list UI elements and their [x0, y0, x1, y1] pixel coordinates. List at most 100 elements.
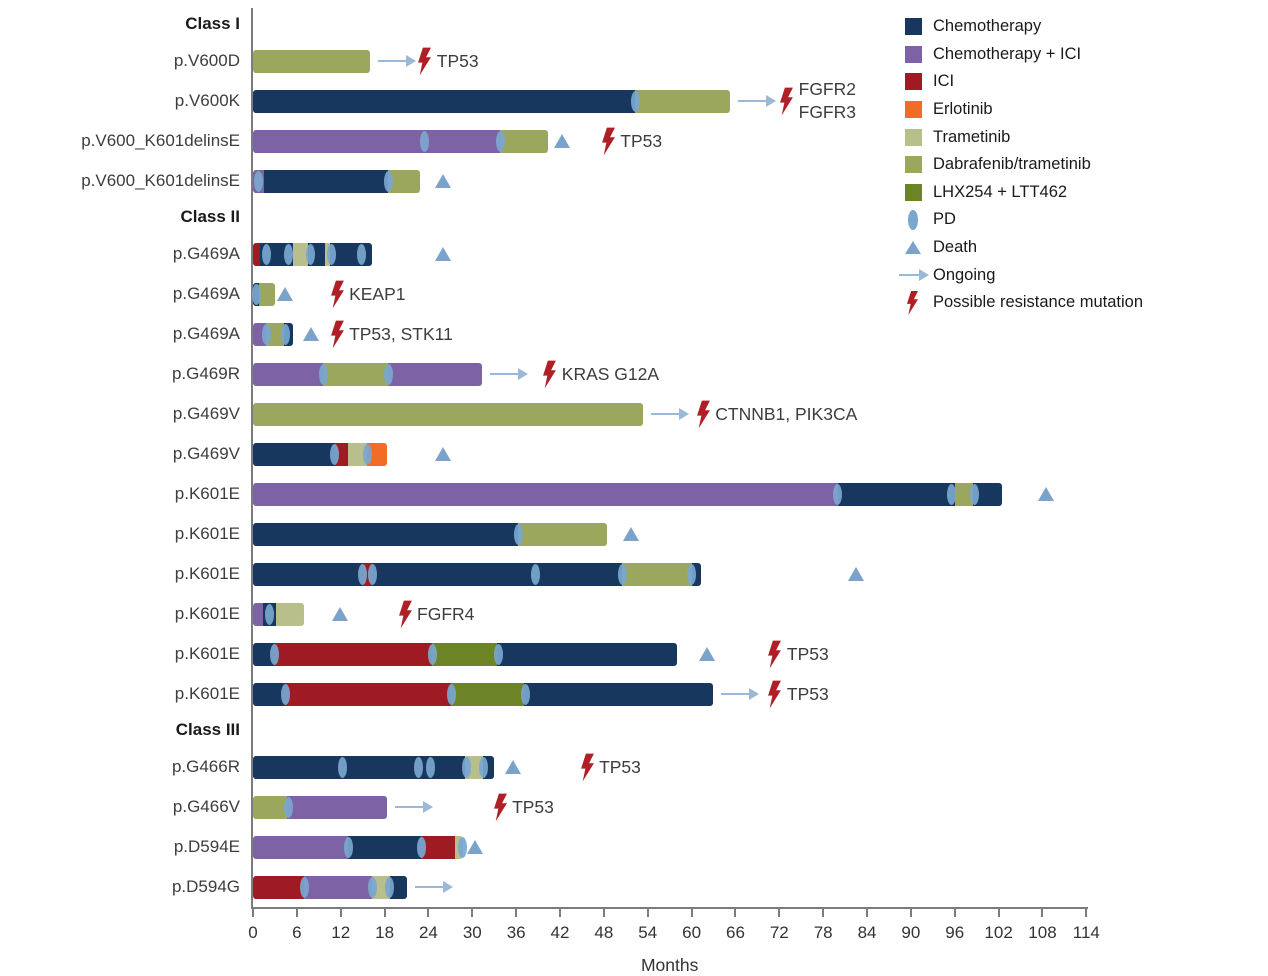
x-axis-tick-label: 66: [725, 923, 745, 942]
x-axis-tick-label: 48: [594, 923, 614, 942]
death-marker-icon: [1037, 487, 1054, 501]
death-marker-icon: [623, 527, 640, 541]
bar-segment: [253, 795, 288, 819]
x-axis-title: Months: [640, 955, 699, 975]
y-axis: [251, 8, 253, 907]
chemo_ici-legend-swatch-icon: [903, 45, 933, 63]
x-axis-tick-label: 24: [418, 923, 438, 942]
bar-segment: [263, 169, 389, 193]
row-label: p.K601E: [174, 484, 240, 503]
pd-marker-icon: [495, 130, 505, 152]
ongoing-arrow-icon: [738, 95, 777, 107]
pd-marker-icon: [252, 283, 262, 305]
bar-segment: [253, 755, 465, 779]
pd-marker-icon: [254, 170, 264, 192]
x-axis-tick-label: 42: [550, 923, 570, 942]
x-axis-tick-label: 18: [375, 923, 395, 942]
legend-item: Chemotherapy: [903, 13, 1143, 41]
row-label: p.D594E: [173, 837, 240, 856]
bar-segment: [622, 562, 692, 586]
row-label: p.G469A: [172, 324, 240, 343]
bar-segment: [691, 562, 702, 586]
ici-legend-swatch-icon: [903, 73, 933, 91]
x-axis-tick-label: 78: [813, 923, 833, 942]
x-axis-tick-label: 90: [901, 923, 921, 942]
ongoing-arrow-shaft: [415, 885, 444, 889]
bar-segment: [500, 129, 549, 153]
bar-segment: [253, 442, 335, 466]
row-label: p.K601E: [174, 684, 240, 703]
pd-marker-icon: [457, 836, 467, 858]
legend-label: Erlotinib: [933, 100, 993, 119]
resistance-bolt-icon: [767, 680, 782, 709]
pd-marker-icon: [330, 443, 340, 465]
legend-item: Possible resistance mutation: [903, 289, 1143, 317]
mutation-label: FGFR4: [417, 603, 475, 624]
bar-segment: [253, 602, 264, 626]
pd-marker-icon: [617, 563, 627, 585]
bar-segment: [432, 642, 498, 666]
ongoing-arrow-icon: [651, 408, 690, 420]
bar-segment: [253, 49, 370, 73]
death-marker-icon: [434, 174, 451, 188]
pd-marker-icon: [630, 90, 640, 112]
pd-marker-icon: [414, 756, 424, 778]
pd-marker-icon: [299, 876, 309, 898]
pd-marker-icon: [383, 170, 393, 192]
x-axis-tick: [778, 909, 781, 917]
legend-item: PD: [903, 206, 1143, 234]
pd-marker-icon: [969, 483, 979, 505]
ongoing-arrow-head: [517, 368, 528, 380]
legend-item: Ongoing: [899, 261, 1143, 289]
death-marker-icon: [302, 327, 319, 341]
legend-item: Death: [903, 234, 1143, 262]
chemotherapy-legend-swatch-icon: [903, 18, 933, 36]
resistance-legend-swatch-icon: [903, 290, 933, 315]
pd-marker-icon: [318, 363, 328, 385]
x-axis-tick: [252, 909, 254, 917]
x-axis-tick-label: 84: [857, 923, 877, 942]
ongoing-arrow-head: [748, 688, 759, 700]
legend-item: Chemotherapy + ICI: [903, 41, 1143, 69]
legend-label: Death: [933, 238, 978, 257]
bar-segment: [253, 875, 305, 899]
ongoing-arrow-icon: [489, 368, 528, 380]
row-label: p.G469V: [172, 444, 240, 463]
group-header: Class III: [175, 720, 240, 739]
bar-segment: [421, 835, 455, 859]
pd-marker-icon: [358, 563, 368, 585]
resistance-bolt-icon: [398, 600, 413, 629]
row-label: p.G466R: [171, 757, 240, 776]
pd-marker-icon: [367, 563, 377, 585]
bar-segment: [388, 169, 420, 193]
x-axis-tick-label: 0: [248, 923, 258, 942]
resistance-bolt-icon: [580, 753, 595, 782]
legend-item: ICI: [903, 68, 1143, 96]
x-axis-tick-label: 102: [984, 923, 1013, 942]
pd-marker-icon: [521, 683, 531, 705]
pd-marker-icon: [261, 323, 271, 345]
bar-segment: [258, 282, 275, 306]
row-label: p.K601E: [174, 524, 240, 543]
bar-segment: [253, 835, 349, 859]
death-legend-swatch-icon: [903, 241, 933, 255]
row-label: p.D594G: [171, 877, 240, 896]
x-axis-tick: [295, 909, 298, 917]
row-label: p.G469A: [172, 284, 240, 303]
x-axis-tick-label: 114: [1072, 923, 1100, 942]
mutation-label: TP53: [786, 643, 829, 664]
x-axis-tick: [559, 909, 562, 917]
x-axis-tick: [690, 909, 693, 917]
ongoing-arrow-head: [679, 408, 690, 420]
bar-segment: [518, 522, 607, 546]
bar-segment: [348, 835, 422, 859]
bar-segment: [253, 129, 501, 153]
pd-marker-icon: [280, 683, 290, 705]
ongoing-arrow-head: [405, 55, 416, 67]
row-label: p.K601E: [174, 604, 240, 623]
x-axis-tick: [383, 909, 386, 917]
legend-label: Dabrafenib/trametinib: [933, 155, 1091, 174]
x-axis-tick: [471, 909, 474, 917]
legend-item: Trametinib: [903, 123, 1143, 151]
